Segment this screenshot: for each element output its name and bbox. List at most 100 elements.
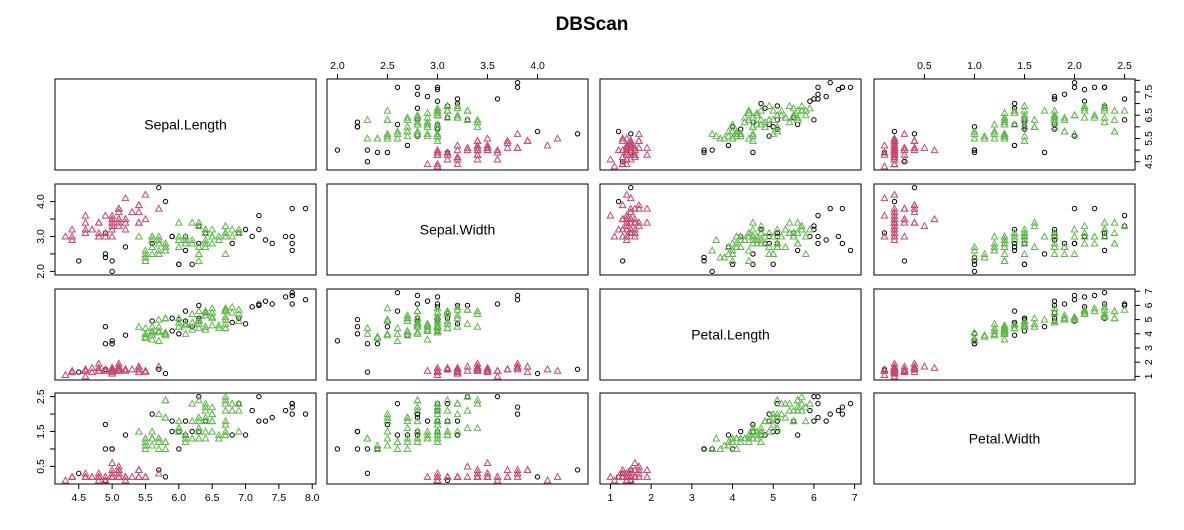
- data-point-cluster-2: [744, 434, 753, 442]
- data-point-cluster-2: [194, 423, 203, 432]
- data-point-cluster-2: [453, 302, 462, 310]
- data-point-cluster-2: [433, 103, 442, 112]
- data-point-cluster-2: [194, 413, 203, 421]
- data-point-noise: [156, 467, 162, 473]
- tick-label: 5.0: [105, 492, 120, 504]
- data-point-cluster-2: [785, 406, 794, 414]
- data-point-cluster-2: [413, 427, 422, 435]
- data-point-cluster-1: [630, 472, 639, 480]
- data-point-cluster-2: [161, 413, 170, 421]
- data-point-cluster-1: [94, 472, 103, 480]
- data-point-cluster-2: [194, 323, 203, 332]
- data-point-cluster-2: [161, 246, 170, 254]
- data-point-cluster-1: [94, 366, 103, 374]
- data-point-cluster-2: [221, 228, 230, 237]
- data-point-cluster-2: [1000, 256, 1009, 264]
- data-point-cluster-1: [473, 465, 482, 473]
- data-point-cluster-2: [1120, 221, 1129, 230]
- data-point-cluster-1: [513, 143, 522, 151]
- data-point-cluster-2: [769, 409, 778, 418]
- data-point-cluster-2: [773, 395, 782, 404]
- data-point-cluster-1: [890, 366, 899, 374]
- data-point-cluster-2: [756, 437, 766, 446]
- panel-frame: [326, 183, 589, 276]
- data-point-cluster-2: [423, 129, 432, 137]
- data-point-cluster-2: [1000, 129, 1009, 137]
- data-point-cluster-1: [453, 155, 462, 163]
- data-point-cluster-2: [141, 249, 150, 257]
- data-point-cluster-1: [61, 370, 70, 379]
- panel-frame: [873, 183, 1136, 276]
- data-point-cluster-2: [756, 106, 766, 114]
- data-point-cluster-2: [383, 106, 392, 114]
- data-point-cluster-2: [805, 225, 814, 233]
- data-point-cluster-1: [900, 155, 909, 163]
- data-point-cluster-2: [1000, 134, 1009, 142]
- data-point-cluster-1: [483, 472, 492, 480]
- data-point-cluster-2: [181, 329, 190, 337]
- data-point-noise: [737, 428, 744, 435]
- data-point-noise: [414, 105, 421, 111]
- data-point-noise: [1071, 79, 1078, 86]
- data-point-noise: [464, 302, 471, 309]
- data-point-cluster-1: [483, 469, 492, 477]
- data-point-noise: [102, 254, 109, 261]
- data-point-cluster-1: [121, 476, 130, 484]
- data-point-cluster-2: [1030, 115, 1039, 123]
- data-point-noise: [262, 237, 269, 243]
- data-point-cluster-2: [403, 122, 412, 130]
- data-point-noise: [182, 418, 189, 424]
- data-point-cluster-1: [463, 366, 472, 374]
- data-point-cluster-2: [221, 420, 230, 428]
- data-point-noise: [256, 393, 262, 400]
- data-point-cluster-1: [141, 366, 150, 374]
- data-point-cluster-1: [121, 193, 130, 202]
- data-point-cluster-1: [423, 159, 432, 168]
- data-point-cluster-1: [910, 365, 919, 373]
- data-point-cluster-2: [752, 430, 762, 439]
- data-point-cluster-2: [744, 256, 753, 264]
- data-point-cluster-2: [797, 225, 806, 233]
- data-point-cluster-2: [724, 127, 733, 135]
- data-point-cluster-2: [1110, 313, 1119, 322]
- data-point-cluster-2: [174, 235, 183, 244]
- data-point-cluster-2: [221, 427, 230, 435]
- data-point-noise: [794, 121, 801, 128]
- data-point-noise: [758, 226, 764, 233]
- data-point-noise: [514, 297, 521, 303]
- data-point-cluster-1: [463, 462, 472, 470]
- data-point-cluster-1: [473, 472, 482, 480]
- data-point-noise: [774, 103, 781, 109]
- data-point-cluster-2: [201, 413, 210, 421]
- data-point-cluster-2: [154, 328, 163, 336]
- data-point-cluster-2: [208, 427, 217, 435]
- data-point-noise: [302, 297, 309, 303]
- data-point-cluster-2: [728, 437, 737, 446]
- data-point-noise: [1121, 96, 1128, 102]
- data-point-cluster-2: [1000, 328, 1009, 336]
- data-point-noise: [839, 411, 846, 417]
- data-point-cluster-2: [765, 228, 774, 237]
- data-point-noise: [1011, 226, 1018, 233]
- data-point-cluster-2: [777, 409, 786, 418]
- data-point-cluster-2: [1000, 326, 1009, 335]
- data-point-cluster-1: [433, 363, 442, 371]
- data-point-cluster-1: [423, 366, 432, 374]
- data-point-cluster-2: [134, 427, 143, 435]
- scatter-panel: [880, 79, 1129, 170]
- data-point-cluster-2: [433, 106, 442, 114]
- data-point-noise: [302, 205, 309, 212]
- data-point-noise: [815, 212, 821, 219]
- data-point-cluster-1: [114, 204, 123, 212]
- data-point-cluster-2: [797, 406, 806, 414]
- data-point-cluster-2: [201, 402, 210, 411]
- tick-label: 8.0: [305, 492, 320, 504]
- data-point-cluster-2: [188, 309, 197, 317]
- data-point-cluster-1: [622, 214, 631, 223]
- data-point-cluster-2: [1030, 221, 1039, 230]
- data-point-cluster-2: [201, 228, 210, 237]
- data-point-cluster-1: [443, 472, 452, 480]
- data-point-cluster-2: [161, 330, 170, 339]
- data-point-cluster-1: [433, 162, 442, 170]
- data-point-cluster-2: [393, 444, 402, 453]
